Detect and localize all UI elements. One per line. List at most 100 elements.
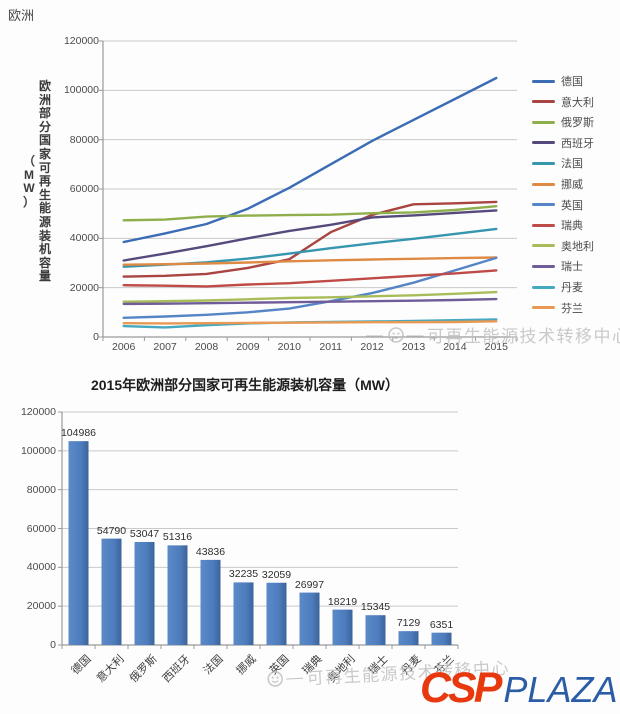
csp-plaza-logo: CSP PLAZA (420, 667, 618, 710)
x-tick-label: 2013 (401, 341, 426, 353)
x-tick-label: 2006 (112, 341, 136, 353)
watermark: — 可再生能源技术转移中心 (266, 654, 511, 692)
y-axis-title-char: 容 (39, 255, 52, 270)
legend-swatch (532, 161, 555, 165)
bar-chart: 0 20000 40000 60000 80000 100000 120000 104986… (0, 370, 620, 714)
x-tick-label: 2012 (360, 341, 384, 353)
region-label: 欧洲 (8, 8, 35, 23)
legend-swatch (532, 244, 555, 248)
bar-value-label: 54790 (96, 524, 127, 537)
watermark-logo-icon (387, 326, 404, 343)
x-tick-label: 2015 (484, 341, 508, 353)
legend-swatch (532, 100, 555, 104)
y-axis-unit-char: （ (23, 154, 36, 168)
series-line-瑞典 (122, 269, 498, 288)
y-axis-title-char: 装 (39, 228, 52, 243)
bar-奥地利 (332, 609, 353, 645)
y-tick-label: 40000 (26, 561, 56, 574)
y-axis-title-char: 欧 (39, 79, 52, 93)
bar-value-label: 32059 (261, 568, 292, 581)
bar-value-label: 43836 (195, 545, 226, 558)
bar-chart-canvas (58, 411, 459, 649)
plaza-logo-text: PLAZA (503, 669, 618, 710)
x-tick-label: 2009 (236, 341, 260, 353)
y-tick-label: 120000 (63, 35, 99, 47)
legend-label: 芬兰 (561, 302, 583, 315)
legend-label: 挪威 (561, 179, 583, 191)
legend-label: 意大利 (561, 96, 594, 109)
legend-swatch (532, 182, 555, 186)
series-line-挪威 (122, 256, 498, 266)
y-tick-label: 100000 (20, 444, 56, 457)
bar-芬兰 (431, 632, 452, 645)
legend-swatch (532, 285, 555, 289)
y-tick-label: 20000 (26, 600, 56, 613)
legend-item: 奥地利 (532, 239, 594, 253)
y-axis-title-char: 国 (39, 133, 52, 148)
series-line-德国 (122, 76, 498, 244)
legend-item: 丹麦 (532, 280, 583, 294)
series-line-俄罗斯 (122, 204, 498, 222)
y-axis-title-char: 量 (39, 269, 52, 284)
legend-label: 瑞典 (561, 220, 583, 233)
bar-value-label: 7129 (396, 617, 421, 630)
legend-label: 奥地利 (561, 240, 594, 253)
bar-法国 (200, 559, 221, 645)
y-tick-label: 40000 (69, 232, 99, 245)
legend-swatch (532, 264, 555, 268)
series-line-芬兰 (122, 320, 498, 325)
bar-英国 (266, 582, 287, 645)
y-tick-label: 80000 (69, 133, 99, 146)
y-axis-title-char: 洲 (39, 92, 52, 107)
y-axis-title-char: 能 (39, 201, 52, 216)
series-line-瑞士 (122, 297, 498, 306)
legend-swatch (532, 306, 555, 310)
legend-swatch (532, 203, 555, 207)
legend-item: 德国 (532, 74, 583, 88)
legend-swatch (532, 141, 555, 145)
y-tick-label: 20000 (69, 281, 99, 294)
y-axis-unit-char: M (24, 167, 34, 182)
y-axis-title-char: 源 (39, 214, 52, 229)
legend-item: 瑞士 (532, 259, 583, 273)
legend-swatch (532, 223, 555, 227)
bar-俄罗斯 (134, 542, 155, 645)
bar-value-label: 6351 (429, 618, 454, 631)
y-axis-title-char: 部 (39, 106, 52, 121)
legend-swatch (532, 79, 555, 83)
x-tick-label: 2008 (194, 341, 219, 353)
x-tick-label: 2011 (319, 341, 342, 353)
bar-西班牙 (167, 545, 188, 645)
x-tick-label: 2010 (277, 341, 301, 353)
y-axis-unit-char: W (23, 181, 35, 196)
y-tick-label: 100000 (63, 84, 99, 97)
legend-item: 瑞典 (532, 218, 583, 232)
legend-swatch (532, 120, 555, 124)
series-line-意大利 (122, 200, 498, 278)
y-axis-unit-char: ） (23, 194, 36, 209)
bar-value-label: 15345 (360, 601, 391, 614)
x-tick-label: 2007 (153, 341, 177, 353)
series-line-奥地利 (122, 290, 498, 303)
legend-label: 德国 (561, 76, 583, 88)
watermark-dash: — (366, 324, 385, 344)
y-axis-title-char: 生 (39, 187, 52, 202)
legend-item: 芬兰 (532, 301, 583, 315)
legend-label: 瑞士 (561, 261, 583, 274)
y-tick-label: 60000 (26, 522, 56, 535)
watermark-logo-icon (267, 670, 283, 687)
series-line-西班牙 (122, 209, 498, 262)
line-chart: （M W） 欧洲部分国家可再生能源装机容量 0 20000 40000 60000 800… (23, 35, 620, 353)
y-axis-title-char: 分 (39, 119, 52, 134)
x-tick-label: 2014 (443, 341, 467, 353)
y-axis-unit: （M W） (23, 154, 36, 209)
bar-德国 (68, 441, 89, 645)
legend-item: 挪威 (532, 177, 583, 191)
bar-意大利 (101, 538, 122, 645)
bar-value-label: 53047 (129, 528, 160, 540)
bar-挪威 (233, 582, 254, 645)
y-tick-label: 120000 (20, 406, 56, 418)
y-tick-label: 0 (93, 331, 99, 343)
legend-label: 俄罗斯 (561, 117, 594, 130)
